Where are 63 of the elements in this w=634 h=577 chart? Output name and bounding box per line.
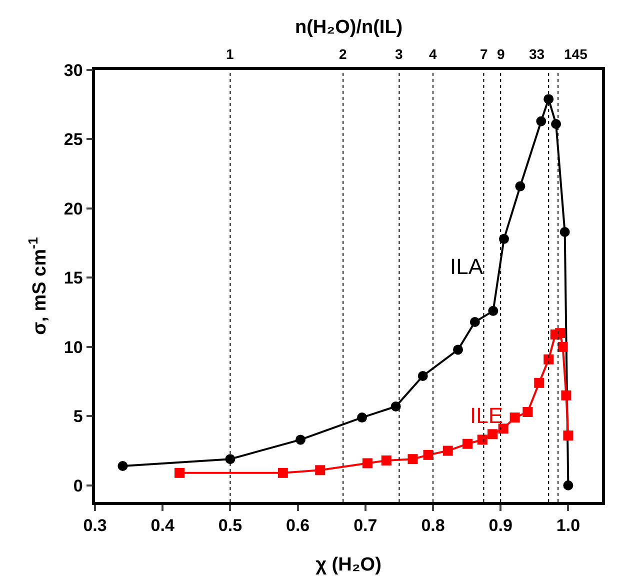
point — [278, 468, 288, 478]
x-axis-title: χ (H₂O) — [316, 554, 382, 576]
point — [477, 434, 488, 445]
annotation: 33 — [529, 46, 545, 62]
annotation: 1 — [226, 46, 234, 62]
annotation: 7 — [480, 46, 488, 62]
point — [453, 344, 464, 355]
x-tick-label: 0.6 — [286, 516, 310, 536]
series-label: ILE — [470, 403, 504, 428]
x-tick-label: 0.8 — [421, 516, 445, 536]
point — [408, 454, 418, 464]
point — [357, 412, 368, 423]
x-tick-label: 0.9 — [488, 516, 512, 536]
y-tick-label: 10 — [64, 338, 83, 357]
point — [563, 480, 574, 490]
point — [563, 430, 574, 441]
y-tick-label: 5 — [73, 407, 83, 426]
point — [390, 401, 401, 412]
x-tick-label: 0.5 — [218, 516, 242, 536]
point — [536, 116, 546, 126]
point — [462, 438, 472, 449]
point — [470, 317, 480, 327]
point — [522, 407, 533, 417]
x-tick-label: 0.4 — [150, 516, 175, 536]
point — [381, 455, 392, 466]
point — [174, 468, 184, 478]
x-tick-label: 1.0 — [556, 516, 580, 536]
point — [498, 424, 508, 434]
point — [362, 458, 372, 468]
point — [418, 371, 428, 381]
annotation: 2 — [339, 46, 347, 62]
point — [225, 454, 236, 464]
y-tick-label: 25 — [64, 130, 83, 150]
point — [423, 450, 434, 460]
point — [315, 465, 326, 476]
y-tick-label: 30 — [64, 60, 83, 80]
point — [534, 378, 544, 388]
point — [555, 328, 566, 338]
point — [510, 412, 520, 423]
point — [551, 119, 562, 129]
point — [561, 390, 572, 400]
point — [296, 434, 306, 445]
x-tick-label: 0.7 — [354, 516, 378, 536]
annotation: 145 — [564, 46, 588, 62]
point — [498, 234, 509, 244]
point — [118, 461, 128, 471]
point — [544, 94, 554, 104]
y-tick-label: 15 — [64, 268, 83, 288]
annotation: 9 — [497, 46, 505, 62]
point — [558, 342, 568, 352]
point — [442, 446, 453, 456]
annotation: 3 — [395, 46, 403, 62]
y-tick-label: 0 — [73, 476, 83, 496]
x2-axis-title: n(H₂O)/n(IL) — [295, 17, 403, 38]
x-tick-label: 0.3 — [83, 516, 107, 536]
point — [544, 354, 554, 364]
point — [515, 181, 526, 192]
point — [487, 429, 498, 440]
y-tick-label: 20 — [64, 199, 83, 218]
annotation: 4 — [429, 46, 437, 62]
series-label: ILA — [450, 254, 484, 279]
point — [488, 306, 498, 316]
point — [560, 227, 570, 237]
